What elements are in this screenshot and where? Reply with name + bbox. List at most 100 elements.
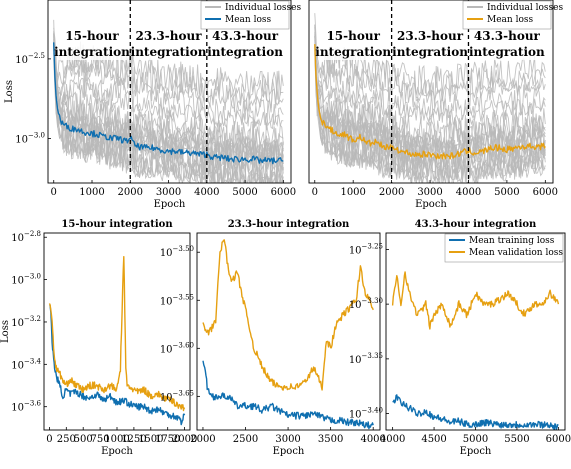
x-tick-label: 4000	[360, 434, 385, 445]
x-tick-label: 5000	[463, 434, 488, 445]
tick-label-base: 10	[11, 233, 24, 244]
x-tick-label: 2000	[172, 434, 197, 445]
x-axis-label: Epoch	[154, 199, 186, 210]
tick-label-base: 10	[11, 276, 24, 287]
axes-frame	[196, 232, 381, 431]
tick-label-base: 10	[11, 318, 24, 329]
mean-training-loss-line	[49, 305, 186, 426]
panel-bottom-middle: 2000 2500 3000 3500 400010−3.5010−3.5510−3.6…	[160, 219, 386, 457]
x-tick-label: 2000	[379, 187, 404, 198]
y-tick-label: 10−3.4	[11, 357, 41, 371]
panel-title: 43.3-hour integration	[415, 219, 537, 230]
axes-frame	[308, 0, 554, 184]
tick-label-base: 10	[160, 248, 173, 259]
y-tick-label: 10−3.6	[11, 400, 41, 414]
x-tick-label: 250	[57, 434, 76, 445]
tick-label-exponent: −3.6	[24, 400, 42, 408]
panel-bottom-right: 4000 4500 5000 5500 600010−3.2510−3.3010−3.3…	[349, 219, 571, 457]
tick-label-exponent: −3.65	[173, 389, 194, 397]
x-tick-label: 6000	[271, 187, 296, 198]
individual-loss-line	[314, 52, 546, 183]
x-tick-label: 2500	[233, 434, 258, 445]
tick-label-base: 10	[160, 344, 173, 355]
y-tick-label: 10−3.35	[349, 352, 383, 366]
phase-label: 43.3-hour	[212, 29, 279, 43]
legend-box	[462, 0, 552, 30]
phase-label-bg	[57, 26, 128, 60]
phase-label: integration	[54, 45, 130, 59]
y-axis-label: Loss	[4, 80, 15, 103]
legend-label: Mean validation loss	[469, 248, 563, 258]
legend-label: Mean training loss	[469, 236, 555, 246]
tick-label-base: 10	[15, 134, 28, 145]
mean-loss-line	[53, 42, 284, 165]
individual-loss-line	[53, 42, 284, 183]
y-tick-label: 10−3.30	[349, 297, 383, 311]
x-tick-label: 5500	[504, 434, 529, 445]
mean-validation-loss-line	[391, 271, 560, 330]
phase-label: integration	[207, 45, 283, 59]
individual-loss-line	[314, 49, 546, 183]
legend-box	[444, 233, 564, 263]
y-tick-label: 10−3.55	[160, 293, 194, 307]
axes-frame	[47, 0, 292, 184]
phase-label: integration	[392, 45, 468, 59]
tick-label-base: 10	[160, 392, 173, 403]
individual-loss-line	[53, 47, 284, 131]
phase-label: 15-hour	[326, 29, 380, 43]
phase-label: 15-hour	[65, 29, 119, 43]
x-tick-label: 1000	[79, 187, 104, 198]
legend-label: Individual losses	[225, 3, 301, 13]
x-tick-label: 4000	[380, 434, 405, 445]
tick-label-exponent: −2.5	[28, 52, 45, 60]
x-tick-label: 0	[51, 187, 57, 198]
legend-label: Mean loss	[487, 15, 533, 25]
axes-frame	[385, 232, 566, 431]
x-tick-label: 4000	[456, 187, 481, 198]
tick-label-exponent: −3.55	[173, 293, 194, 301]
y-tick-label: 10−3.2	[11, 315, 41, 329]
x-tick-label: 5000	[494, 187, 519, 198]
x-tick-label: 2000	[118, 187, 143, 198]
y-tick-label: 10−2.8	[11, 230, 41, 244]
y-tick-label: 10−3.65	[160, 389, 194, 403]
x-axis-label: Epoch	[460, 446, 492, 457]
y-tick-label: 10−3.40	[349, 407, 383, 421]
x-tick-label: 1000	[340, 187, 365, 198]
mean-training-loss-line	[202, 360, 374, 430]
phase-label: integration	[131, 45, 207, 59]
tick-label-exponent: −3.0	[28, 131, 45, 139]
individual-loss-line	[314, 40, 546, 97]
phase-label-bg	[318, 26, 389, 60]
x-tick-label: 0	[312, 187, 318, 198]
tick-label-exponent: −3.4	[24, 357, 42, 365]
panel-title: 15-hour integration	[61, 219, 173, 230]
individual-loss-line	[53, 32, 284, 108]
y-tick-label: 10−3.0	[15, 131, 45, 145]
x-tick-label: 1250	[121, 434, 146, 445]
panel-title: 23.3-hour integration	[228, 219, 350, 230]
phase-label-bg	[210, 26, 281, 60]
x-tick-label: 1000	[104, 434, 129, 445]
individual-loss-line	[53, 19, 284, 101]
tick-label-exponent: −3.50	[173, 245, 194, 253]
individual-loss-line	[314, 13, 546, 110]
legend-label: Mean loss	[225, 15, 271, 25]
phase-label: 23.3-hour	[397, 29, 464, 43]
y-tick-label: 10−3.50	[160, 245, 194, 259]
tick-label-exponent: −3.30	[362, 297, 383, 305]
tick-label-base: 10	[11, 360, 24, 371]
x-tick-label: 2000	[190, 434, 215, 445]
tick-label-exponent: −2.8	[24, 230, 41, 238]
panel-bottom-left: 0 2505007501000125015001750200010−2.810−3…	[0, 219, 197, 457]
x-axis-label: Epoch	[273, 446, 305, 457]
x-tick-label: 500	[74, 434, 93, 445]
x-tick-label: 0	[46, 434, 52, 445]
tick-label-base: 10	[349, 245, 362, 256]
tick-label-exponent: −3.2	[24, 315, 41, 323]
individual-loss-line	[53, 40, 284, 155]
legend-box	[200, 0, 290, 30]
plot-area	[391, 271, 560, 430]
panel-top-right: 15-hour integration 23.3-hour integration 43…	[308, 0, 563, 210]
x-tick-label: 4000	[194, 187, 219, 198]
